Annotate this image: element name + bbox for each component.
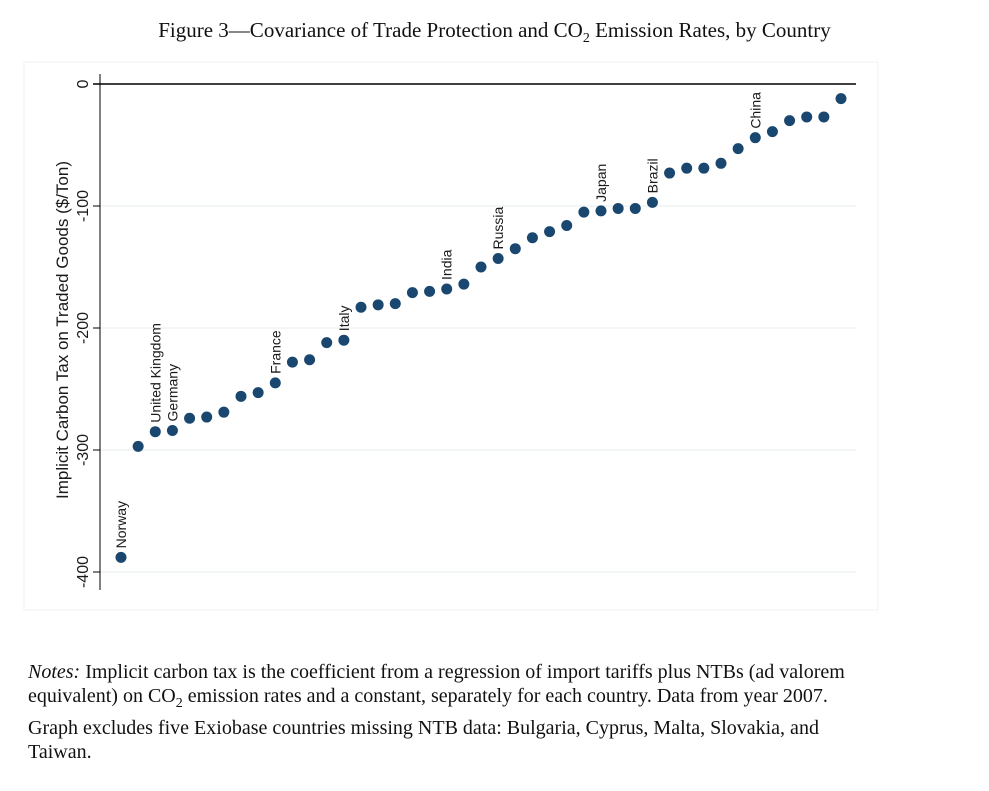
data-point	[458, 278, 470, 290]
figure-title-text: Figure 3—Covariance of Trade Protection …	[158, 18, 583, 42]
data-point	[389, 298, 401, 310]
point-label: Germany	[164, 364, 180, 422]
data-point	[749, 132, 761, 144]
axis-layer: 0 -100 -200 -300 -400	[75, 74, 856, 590]
point-label: France	[267, 330, 283, 374]
figure-title-suffix: Emission Rates, by Country	[589, 18, 831, 42]
data-point	[698, 162, 710, 174]
data-point	[252, 387, 264, 399]
notes-line-1: Implicit carbon tax is the coefficient f…	[85, 661, 845, 683]
data-point	[235, 390, 247, 402]
data-point	[441, 283, 453, 295]
data-point	[218, 406, 230, 418]
data-point	[526, 232, 538, 244]
grid-layer	[100, 205, 856, 573]
notes-line-2-pre: equivalent) on CO	[28, 685, 176, 707]
data-point	[664, 167, 676, 179]
notes-line-4: Taiwan.	[28, 741, 92, 763]
point-label: United Kingdom	[147, 323, 163, 423]
data-point	[732, 143, 744, 155]
data-point	[304, 354, 316, 366]
data-point	[612, 202, 624, 214]
data-point	[544, 226, 556, 238]
notes-line-3: Graph excludes five Exiobase countries m…	[28, 717, 819, 739]
data-point	[406, 287, 418, 299]
data-point	[286, 356, 298, 368]
data-point	[801, 111, 813, 123]
notes-label: Notes:	[28, 661, 81, 683]
data-point	[578, 206, 590, 218]
point-label: Brazil	[644, 158, 660, 193]
figure-notes: Notes: Implicit carbon tax is the coeffi…	[28, 660, 963, 764]
y-tick-label: -100	[75, 190, 92, 222]
scatter-chart: 0 -100 -200 -300 -400 Norway United Kingdom Ge…	[23, 61, 879, 611]
y-tick-label: 0	[75, 79, 92, 88]
data-point	[646, 196, 658, 208]
data-point	[184, 412, 196, 424]
point-label: Russia	[490, 206, 506, 249]
data-point	[629, 202, 641, 214]
data-point	[338, 334, 350, 346]
point-label: China	[747, 92, 763, 129]
data-point	[766, 126, 778, 138]
data-point	[115, 551, 127, 563]
data-point	[715, 157, 727, 169]
data-point	[475, 261, 487, 273]
data-point	[835, 93, 847, 105]
data-point	[595, 205, 607, 217]
data-point	[561, 220, 573, 232]
point-layer	[115, 93, 847, 563]
data-point	[149, 426, 161, 438]
point-label: Japan	[593, 164, 609, 202]
figure-title: Figure 3—Covariance of Trade Protection …	[0, 18, 989, 47]
figure-title-subscript: 2	[582, 31, 590, 47]
y-tick-label: -200	[75, 312, 92, 344]
data-point	[509, 243, 521, 255]
data-point	[269, 377, 281, 389]
data-point	[321, 337, 333, 349]
data-point	[784, 115, 796, 127]
y-axis-title: Implicit Carbon Tax on Traded Goods ($/T…	[53, 161, 72, 499]
data-point	[201, 411, 213, 423]
data-point	[681, 162, 693, 174]
notes-line-2-post: emission rates and a constant, separatel…	[182, 685, 828, 707]
data-point	[424, 285, 436, 297]
data-point	[372, 299, 384, 311]
data-point	[166, 424, 178, 436]
point-label: India	[439, 249, 455, 280]
y-tick-label: -300	[75, 434, 92, 466]
point-label: Italy	[336, 306, 352, 332]
data-point	[492, 252, 504, 264]
label-layer: Norway United Kingdom Germany France Italy In…	[113, 92, 763, 548]
data-point	[132, 440, 144, 452]
point-label: Norway	[113, 501, 129, 548]
data-point	[818, 111, 830, 123]
notes-line-2-subscript: 2	[175, 696, 183, 711]
data-point	[355, 301, 367, 313]
y-tick-label: -400	[75, 556, 92, 588]
